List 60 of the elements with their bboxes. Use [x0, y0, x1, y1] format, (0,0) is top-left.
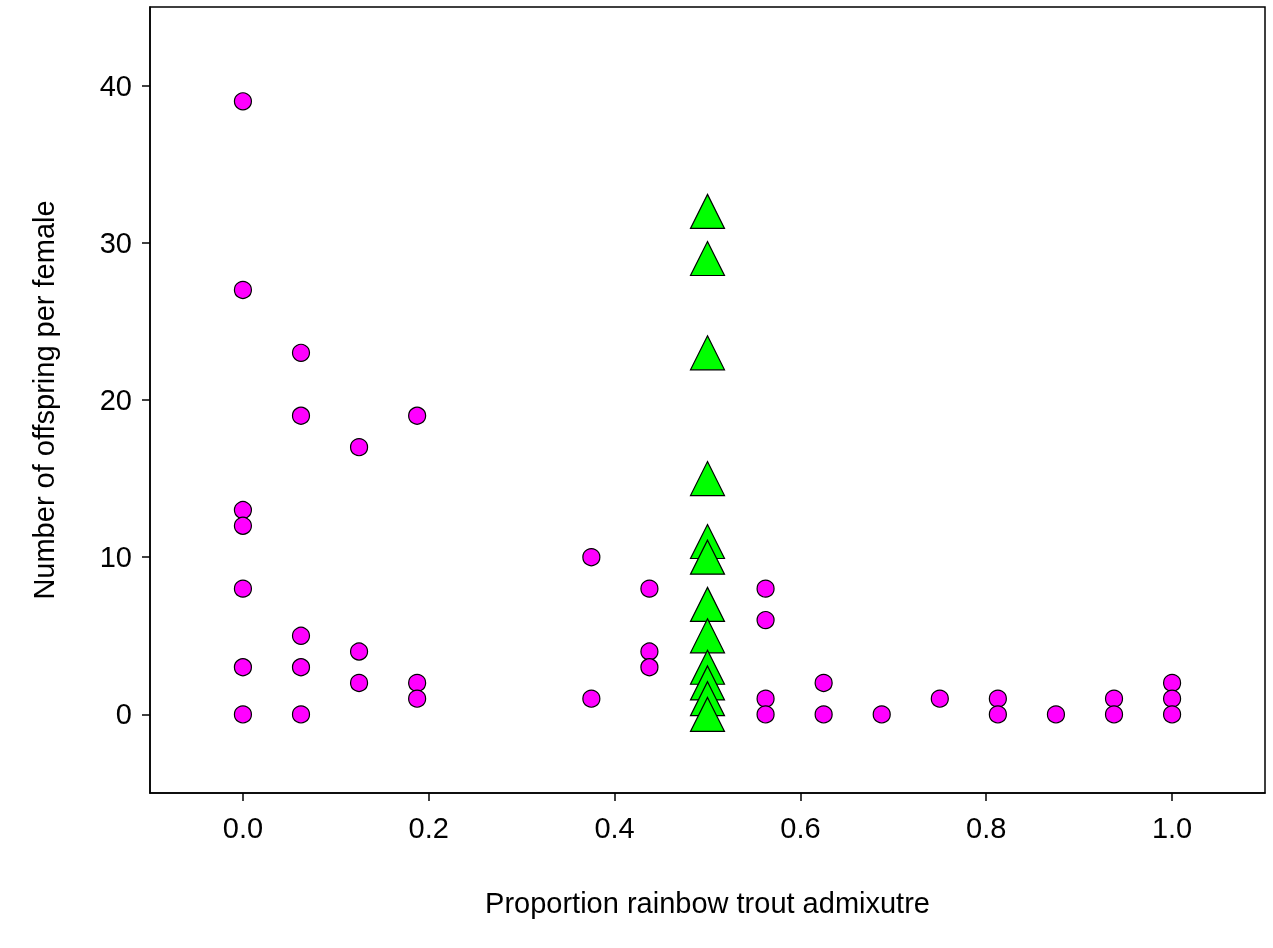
point — [872, 705, 891, 724]
point — [756, 610, 775, 630]
x-axis-title: Proportion rainbow trout admixutre — [485, 886, 930, 919]
y-tick-label: 30 — [99, 226, 132, 259]
x-tick-label: 0.6 — [780, 811, 821, 844]
point — [756, 705, 775, 724]
point — [1163, 705, 1182, 724]
point — [689, 618, 726, 654]
point — [689, 193, 726, 229]
point — [756, 579, 775, 598]
point — [1163, 673, 1182, 693]
point — [689, 335, 726, 371]
point — [233, 658, 253, 677]
x-tick-label: 0.8 — [966, 811, 1007, 844]
point — [756, 689, 775, 708]
point — [291, 406, 311, 425]
point — [291, 626, 311, 645]
point — [582, 548, 601, 567]
point — [582, 689, 601, 708]
point — [408, 406, 427, 425]
x-tick-label: 1.0 — [1151, 811, 1193, 844]
point — [233, 705, 253, 724]
y-tick-label: 10 — [99, 541, 132, 574]
point — [408, 689, 427, 708]
point — [1046, 705, 1066, 724]
point — [291, 343, 311, 362]
y-tick-label: 20 — [99, 384, 132, 416]
point — [408, 673, 427, 693]
y-tick-label: 0 — [115, 698, 132, 731]
point — [689, 461, 726, 497]
point — [814, 673, 833, 693]
y-tick-label: 40 — [99, 69, 132, 102]
point — [233, 280, 253, 300]
point — [233, 579, 253, 598]
x-tick-label: 0.4 — [594, 811, 635, 844]
point — [689, 240, 726, 277]
point — [988, 705, 1007, 724]
x-tick-label: 0.2 — [408, 811, 449, 844]
point — [1104, 689, 1124, 708]
point — [689, 696, 726, 732]
y-axis-title: Number of offspring per female — [27, 200, 60, 600]
point — [640, 579, 659, 598]
x-tick-label: 0.0 — [222, 811, 264, 844]
point — [689, 586, 726, 622]
point — [1163, 689, 1182, 708]
point — [233, 500, 253, 520]
point — [814, 705, 833, 724]
point — [349, 642, 369, 661]
point — [233, 92, 253, 111]
point — [640, 658, 659, 677]
point — [349, 438, 369, 457]
point — [689, 539, 726, 575]
point — [233, 516, 253, 535]
point — [930, 689, 949, 708]
point — [988, 689, 1007, 708]
point — [1104, 705, 1124, 724]
point — [291, 705, 311, 724]
point — [291, 658, 311, 677]
point — [349, 673, 369, 693]
point — [640, 642, 659, 661]
